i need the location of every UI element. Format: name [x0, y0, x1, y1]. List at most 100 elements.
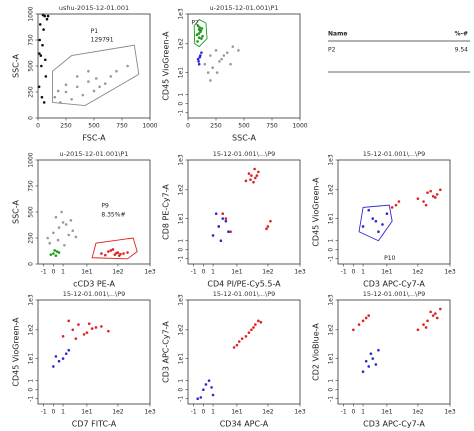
y-tick-label: 1e3: [28, 294, 35, 306]
dot: [61, 221, 65, 224]
dot: [374, 363, 378, 366]
y-tick-label: -1: [328, 396, 335, 402]
plot-frame: [37, 299, 151, 405]
dot: [424, 326, 428, 329]
dot: [77, 323, 80, 326]
dot: [209, 54, 212, 57]
y-tick-label: 1e2: [328, 184, 335, 196]
dot: [196, 40, 199, 43]
dot: [69, 219, 73, 222]
dot: [200, 51, 203, 54]
dot: [352, 328, 355, 332]
dot: [371, 217, 375, 220]
dot: [64, 223, 68, 226]
dot: [109, 75, 113, 78]
dot: [198, 55, 202, 59]
annotation: P10: [384, 255, 395, 262]
gate: [358, 204, 393, 242]
dot: [199, 29, 203, 32]
dot: [237, 340, 241, 343]
dot: [424, 203, 428, 207]
x-tick-label: 1: [361, 409, 365, 416]
dot: [67, 348, 71, 352]
x-axis-label: CD3 APC-Cy7-A: [363, 420, 425, 429]
dot: [367, 208, 371, 212]
dot: [422, 323, 425, 326]
x-tick-label: 1e3: [144, 409, 156, 416]
table-cell: P2: [328, 47, 336, 54]
dot: [45, 17, 49, 21]
x-tick-label: 1000: [142, 123, 157, 130]
dot: [253, 167, 256, 171]
dot: [394, 203, 398, 207]
dot: [52, 252, 55, 255]
x-tick-label: 1: [61, 269, 65, 276]
gate: [52, 44, 140, 106]
annotation: P9: [101, 202, 109, 209]
dot: [207, 379, 211, 383]
dot: [92, 89, 96, 93]
x-tick-label: -1: [41, 269, 47, 276]
y-tick-label: 1: [178, 239, 185, 243]
dot: [254, 323, 257, 326]
plot-title: 15-12-01.001\...\P9: [213, 150, 276, 158]
dot: [70, 97, 73, 101]
y-tick-label: 1e3: [328, 294, 335, 306]
dot: [126, 251, 129, 254]
y-tick-label: 1e3: [178, 154, 185, 166]
dot: [43, 58, 47, 62]
y-tick-label: 0: [28, 116, 35, 120]
plot-frame: [337, 299, 451, 405]
dot: [252, 180, 255, 184]
x-axis-label: CD4 PI/PE-Cy5.5-A: [207, 280, 281, 289]
y-tick-label: 1: [28, 379, 35, 383]
x-axis-label: CD34 APC-A: [220, 420, 269, 429]
dot: [416, 328, 420, 332]
dot: [202, 388, 205, 392]
dot: [61, 357, 65, 360]
x-tick-label: 1e3: [144, 269, 156, 276]
y-tick-label: 1e2: [178, 324, 185, 336]
y-tick-label: 750: [28, 34, 35, 46]
dot: [56, 89, 60, 93]
dot: [81, 93, 85, 97]
dot: [214, 212, 218, 216]
dot: [214, 49, 218, 52]
y-tick-label: 1: [328, 239, 335, 243]
plot-title: 15-12-01.001\...\P9: [363, 150, 426, 158]
dot: [201, 34, 204, 38]
y-tick-label: 1e1: [28, 353, 35, 365]
dot: [231, 45, 235, 48]
x-tick-label: 1e1: [381, 409, 393, 416]
x-tick-label: 1e3: [294, 269, 306, 276]
x-axis-label: cCD3 PE-A: [73, 280, 115, 289]
dot: [41, 13, 45, 17]
dot: [53, 249, 56, 252]
dot: [40, 64, 43, 68]
gate: [91, 237, 138, 260]
dot: [211, 234, 215, 237]
y-tick-label: 1: [178, 379, 185, 383]
dot: [54, 355, 58, 358]
dot: [196, 24, 200, 28]
dot: [200, 37, 203, 40]
dot: [38, 23, 42, 26]
dot: [100, 325, 103, 328]
dot: [94, 77, 98, 80]
plot-title: 15-12-01.001\...\P9: [363, 290, 426, 298]
y-tick-label: 1e2: [328, 324, 335, 336]
y-tick-label: 1e2: [28, 324, 35, 336]
y-axis-label: CD2 VioBlue-A: [312, 323, 321, 381]
dot: [266, 225, 270, 228]
dot: [249, 178, 252, 181]
dot: [211, 393, 215, 397]
dot: [52, 231, 55, 235]
dot: [431, 314, 435, 317]
dot: [227, 230, 230, 234]
dot: [361, 370, 365, 374]
dot: [367, 365, 371, 368]
dot: [422, 200, 425, 203]
dot: [222, 54, 226, 57]
y-tick-label: 0: [328, 388, 335, 392]
dot: [196, 57, 200, 61]
